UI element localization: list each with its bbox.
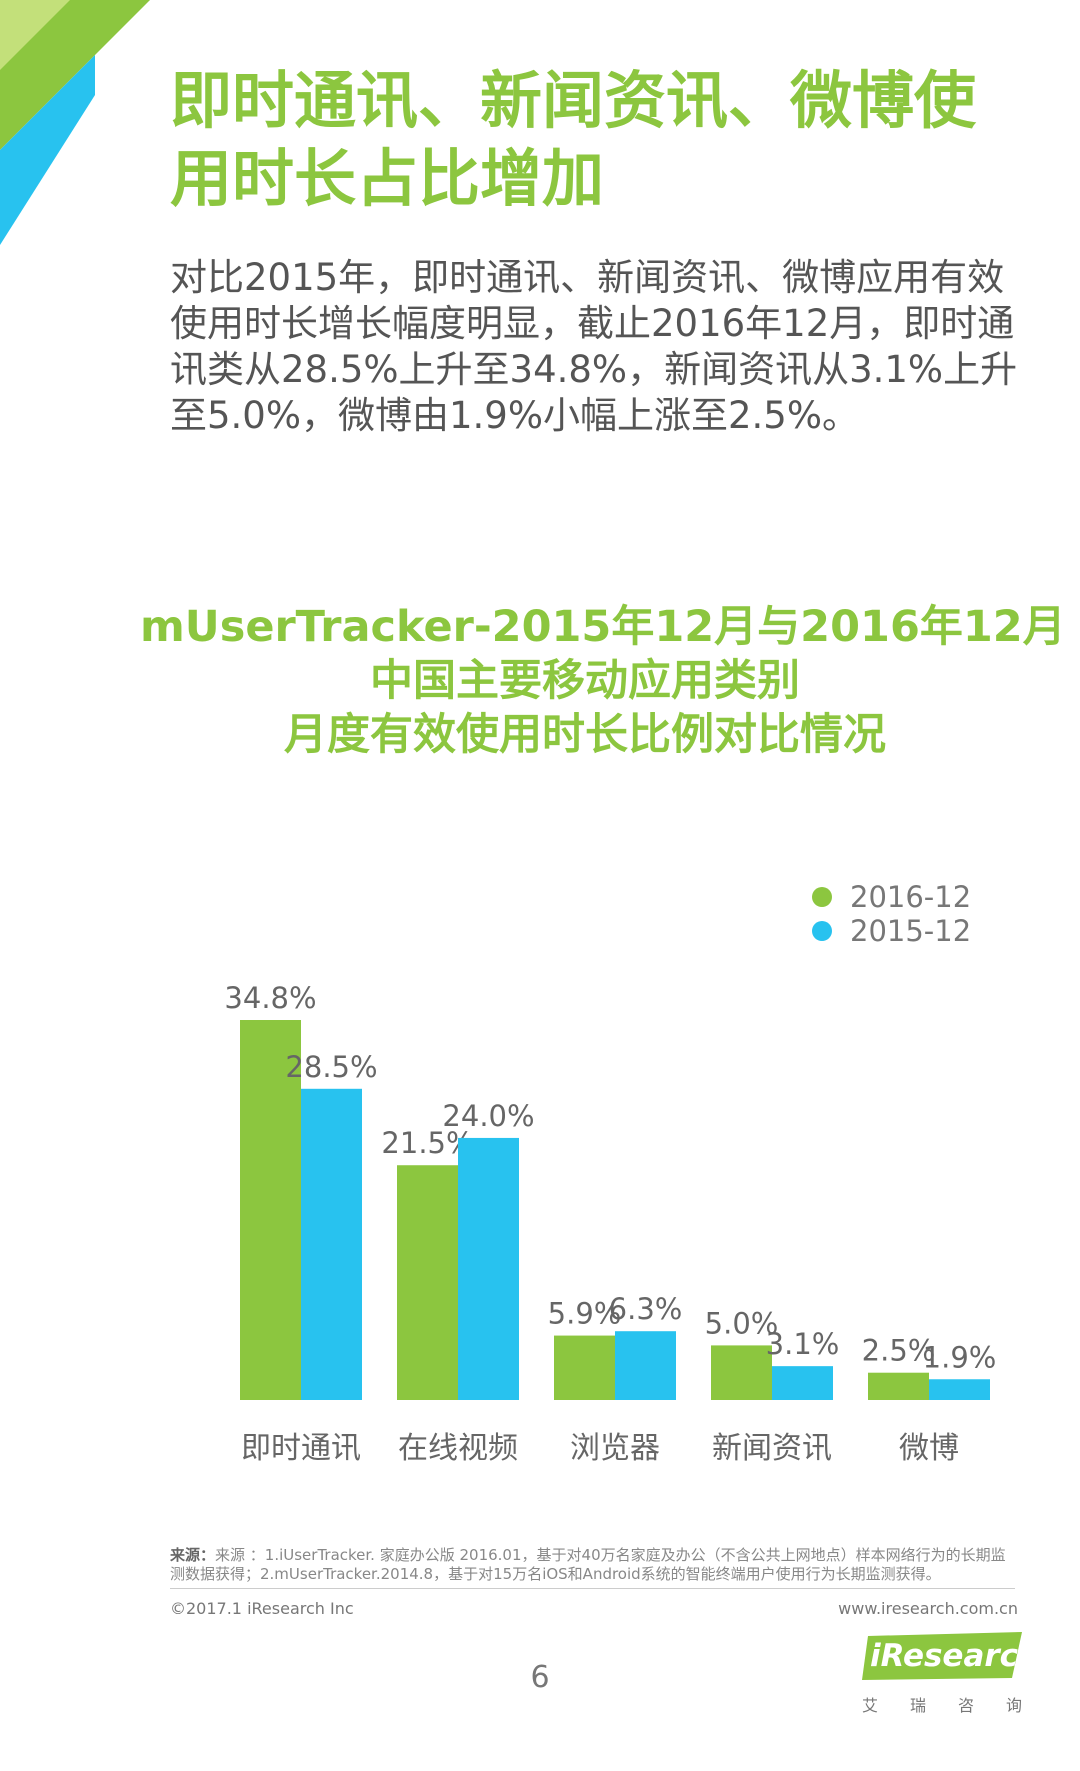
bar-2016-12-新闻资讯 [711, 1345, 772, 1400]
logo-subtitle: 艾 瑞 咨 询 [862, 1692, 1022, 1716]
chart-title-line-3: 月度有效使用时长比例对比情况 [284, 710, 886, 760]
chart-title-line-2: 中国主要移动应用类别 [370, 656, 800, 706]
source-label: 来源： [170, 1546, 216, 1564]
data-label: 1.9% [923, 1340, 997, 1374]
logo-subtitle-char: 艾 [862, 1696, 879, 1715]
bar-2015-12-浏览器 [615, 1331, 676, 1400]
legend-item-2015: 2015-12 [812, 914, 971, 948]
category-label: 微博 [899, 1431, 959, 1466]
category-label: 即时通讯 [241, 1431, 361, 1466]
bar-2015-12-微博 [929, 1379, 990, 1400]
bar-2015-12-新闻资讯 [772, 1366, 833, 1400]
copyright: ©2017.1 iResearch Inc [170, 1599, 354, 1618]
source-note: 来源：来源 ：1.iUserTracker. 家庭办公版 2016.01，基于对… [170, 1546, 1020, 1584]
legend-label-2015: 2015-12 [850, 914, 972, 948]
bar-2016-12-浏览器 [554, 1335, 615, 1400]
website-url: www.iresearch.com.cn [838, 1599, 1018, 1618]
chart-title: mUserTracker-2015年12月与2016年12月 中国主要移动应用类… [140, 600, 1066, 762]
data-label: 28.5% [285, 1050, 377, 1084]
bar-2015-12-即时通讯 [301, 1088, 362, 1400]
data-label: 6.3% [609, 1292, 683, 1326]
corner-decoration [0, 0, 150, 245]
data-label: 2.5% [862, 1334, 936, 1368]
legend-swatch-2015 [812, 921, 832, 941]
source-text: 来源 ：1.iUserTracker. 家庭办公版 2016.01，基于对40万… [170, 1546, 1006, 1583]
page-number: 6 [530, 1660, 550, 1695]
footer-divider [170, 1588, 1015, 1589]
data-label: 3.1% [766, 1327, 840, 1361]
category-label: 在线视频 [398, 1431, 518, 1466]
category-label: 新闻资讯 [712, 1431, 832, 1466]
category-label: 浏览器 [570, 1431, 660, 1466]
page-title: 即时通讯、新闻资讯、微博使用时长占比增加 [170, 64, 977, 215]
bar-2016-12-在线视频 [397, 1165, 458, 1400]
logo-subtitle-char: 询 [1005, 1696, 1022, 1715]
logo-subtitle-char: 咨 [957, 1696, 974, 1715]
chart-legend: 2016-12 2015-12 [812, 880, 971, 948]
legend-swatch-2016 [812, 887, 832, 907]
data-label: 5.0% [705, 1306, 779, 1340]
intro-paragraph: 对比2015年，即时通讯、新闻资讯、微博应用有效使用时长增长幅度明显，截止201… [170, 256, 1018, 437]
bar-2016-12-微博 [868, 1372, 929, 1400]
bar-2015-12-在线视频 [458, 1137, 519, 1400]
chart-title-line-1: mUserTracker-2015年12月与2016年12月 [140, 602, 1066, 652]
legend-item-2016: 2016-12 [812, 880, 971, 914]
logo-text: iResearch [870, 1638, 1041, 1674]
data-label: 24.0% [442, 1099, 534, 1133]
data-label: 34.8% [224, 981, 316, 1015]
data-label: 5.9% [548, 1297, 622, 1331]
legend-label-2016: 2016-12 [850, 880, 972, 914]
logo-subtitle-char: 瑞 [909, 1696, 926, 1715]
iresearch-logo: iResearch [862, 1632, 1040, 1682]
bar-2016-12-即时通讯 [240, 1020, 301, 1400]
logo-badge [862, 1632, 1022, 1680]
